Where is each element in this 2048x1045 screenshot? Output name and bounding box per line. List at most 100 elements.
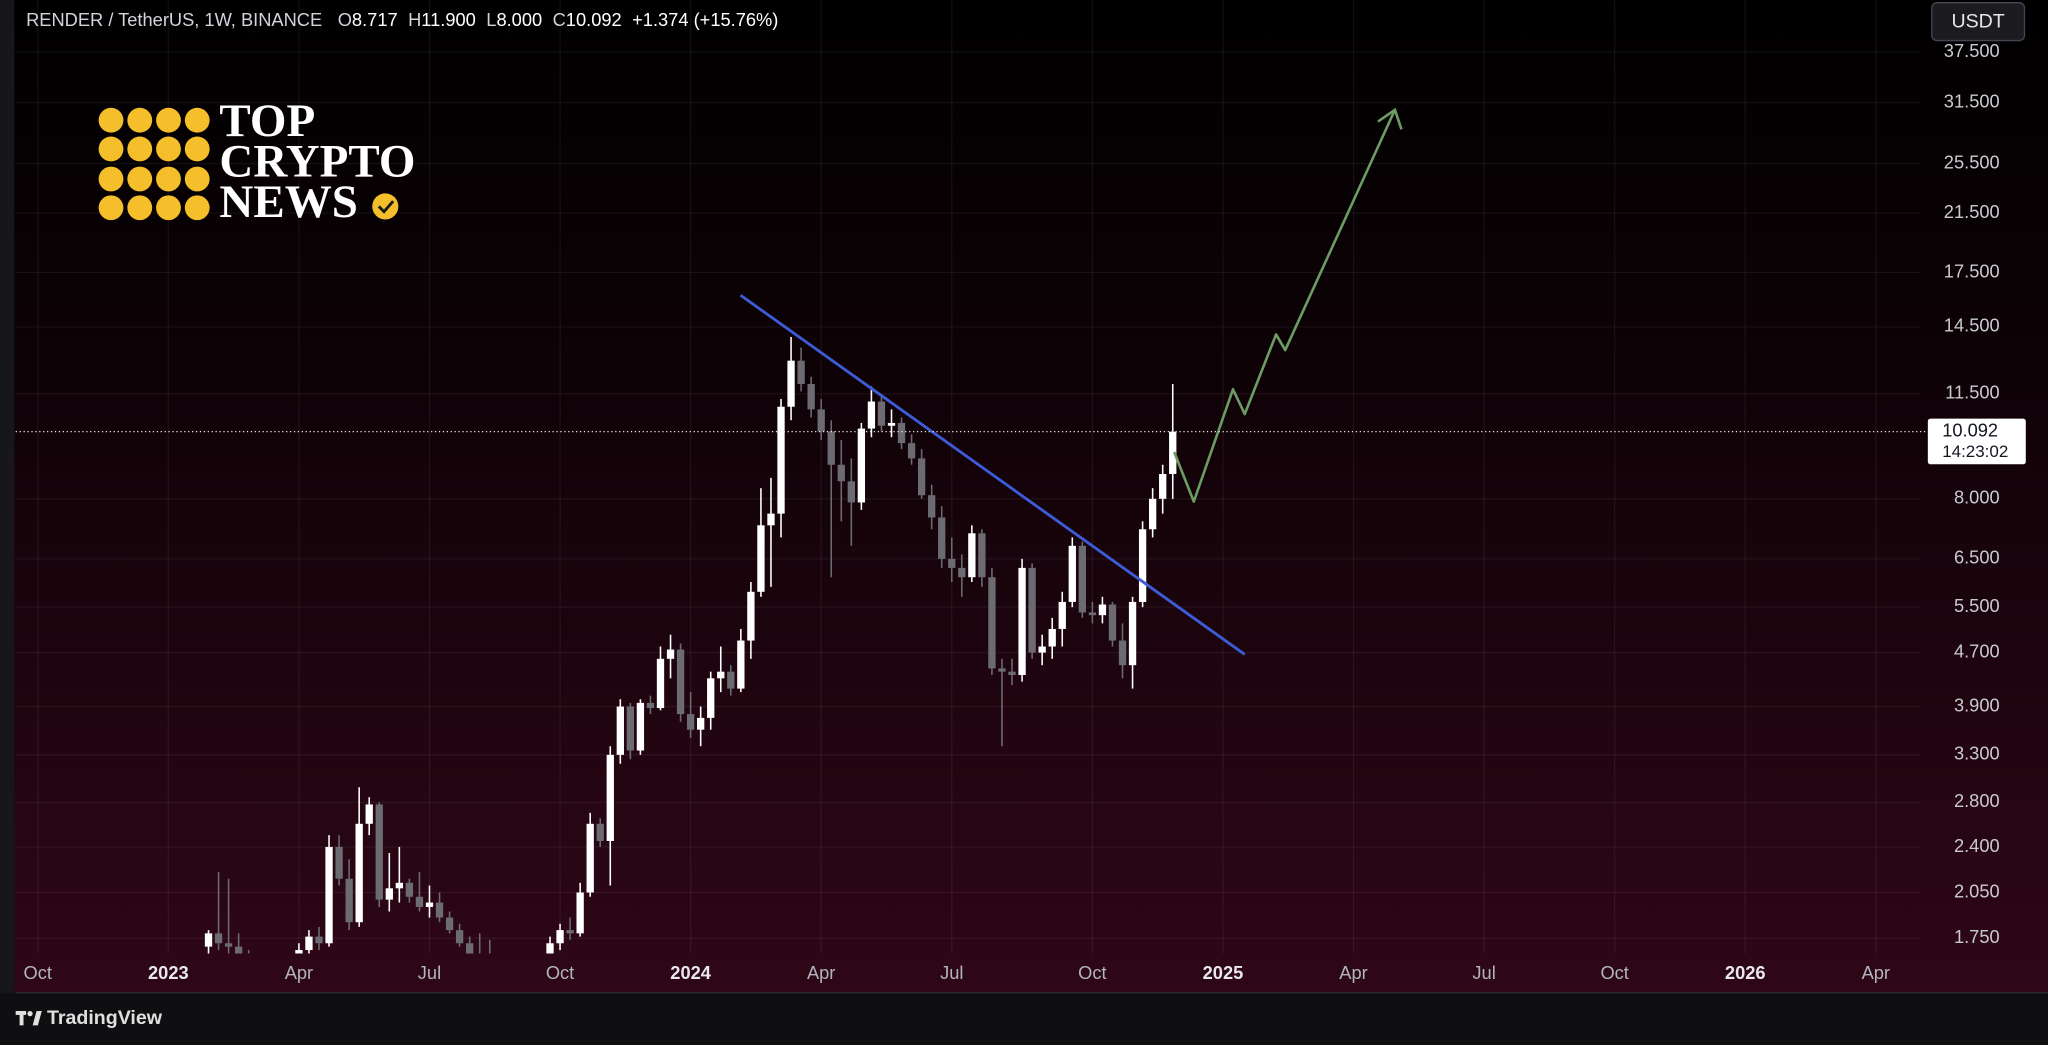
currency-label[interactable]: USDT <box>1951 10 2004 32</box>
candle-body <box>707 678 715 718</box>
candle-body <box>375 804 383 900</box>
candle-body <box>1148 498 1157 530</box>
candle-body <box>596 823 604 841</box>
ohlc-value: 8.000 <box>496 9 542 30</box>
candle-body <box>877 401 886 426</box>
y-tick-label: 37.500 <box>1944 40 2000 61</box>
candle-body <box>1169 431 1177 474</box>
candle-body <box>315 936 323 944</box>
candle-body <box>606 754 614 841</box>
ohlc-header: RENDER / TetherUS, 1W, BINANCE O8.717 H11… <box>26 9 778 30</box>
candle-body <box>938 517 946 559</box>
x-tick-label: 2025 <box>1203 962 1244 983</box>
candles <box>204 337 1177 954</box>
candle-body <box>1018 567 1026 675</box>
countdown-label: 14:23:02 <box>1942 442 2008 461</box>
candle-body <box>978 533 986 578</box>
grid <box>15 0 1920 954</box>
tradingview-logo <box>15 1010 42 1026</box>
y-tick-label: 1.750 <box>1954 926 2000 947</box>
y-tick-label: 2.400 <box>1954 835 2000 856</box>
candle-body <box>817 409 825 432</box>
candle-body <box>1108 604 1117 641</box>
candle-body <box>998 668 1006 672</box>
candle-body <box>1068 545 1076 602</box>
ohlc-value: 11.900 <box>421 9 476 30</box>
axes: 37.500 31.500 25.500 21.500 17.500 14.500 11.5… <box>24 40 2000 983</box>
candle-body <box>837 464 845 482</box>
footer-background <box>0 992 2048 1045</box>
x-tick-label: Oct <box>1600 962 1628 983</box>
x-tick-label: Jul <box>940 962 963 983</box>
candle-body <box>697 717 705 730</box>
ohlc-value: 10.092 <box>566 9 622 30</box>
candle-body <box>867 401 876 429</box>
y-tick-label: 2.800 <box>1954 790 2000 811</box>
y-tick-label: 4.700 <box>1954 640 2000 661</box>
x-tick-label: 2026 <box>1725 962 1766 983</box>
candle-body <box>556 930 564 944</box>
left-border <box>0 0 15 993</box>
x-tick-label: 2023 <box>148 962 189 983</box>
x-tick-label: 2024 <box>670 962 711 983</box>
candle-body <box>1118 640 1127 666</box>
ohlc-value: 8.717 <box>352 9 398 30</box>
candle-body <box>355 823 363 923</box>
last-price-box <box>1927 418 2026 465</box>
candle-body <box>1098 604 1107 616</box>
candle-body <box>445 917 454 931</box>
x-tick-label: Apr <box>807 962 835 983</box>
candle-body <box>757 525 765 592</box>
last-price-label: 10.092 <box>1942 419 1998 440</box>
candle-body <box>1008 671 1016 675</box>
candle-body <box>777 406 785 514</box>
candle-body <box>907 443 916 459</box>
candle-body <box>546 943 554 954</box>
candle-body <box>1128 601 1137 666</box>
y-tick-label: 31.500 <box>1944 90 2000 111</box>
candle-body <box>676 649 685 715</box>
logo-dots <box>98 107 210 221</box>
candle-body <box>968 533 976 578</box>
candle-body <box>204 933 213 947</box>
y-tick-label: 21.500 <box>1944 201 2000 222</box>
candle-body <box>666 649 675 659</box>
y-tick-label: 14.500 <box>1944 315 2000 336</box>
candle-body <box>425 902 434 907</box>
currency-button[interactable]: USDT <box>1931 2 2026 42</box>
candle-body <box>345 878 353 923</box>
candle-body <box>948 558 956 568</box>
candle-body <box>917 458 926 496</box>
y-tick-label: 6.500 <box>1954 547 2000 568</box>
x-tick-label: Apr <box>1862 962 1890 983</box>
candle-body <box>435 902 444 918</box>
candle-body <box>1048 628 1056 647</box>
symbol: RENDER / TetherUS, 1W, BINANCE <box>26 9 322 30</box>
ohlc-key: H <box>408 9 421 30</box>
y-tick-label: 3.300 <box>1954 743 2000 764</box>
y-tick-label: 3.900 <box>1954 694 2000 715</box>
projection-arrowhead <box>1377 107 1403 130</box>
y-tick-label: 8.000 <box>1954 487 2000 508</box>
candle-body <box>827 431 835 465</box>
candle-body <box>335 846 343 879</box>
x-tick-label: Jul <box>418 962 441 983</box>
x-tick-label: Oct <box>24 962 52 983</box>
candle-body <box>476 953 484 954</box>
y-tick-label: 25.500 <box>1944 151 2000 172</box>
projection-path <box>1172 109 1397 503</box>
candle-body <box>636 702 645 751</box>
trend-line <box>739 294 1246 656</box>
currency-button-frame[interactable] <box>1931 2 2026 42</box>
candle-body <box>616 706 624 755</box>
price-overlay: 10.092 14:23:02 <box>15 418 2026 465</box>
candle-body <box>656 658 665 709</box>
ohlc-key: L <box>486 9 496 30</box>
candle-body <box>787 360 795 407</box>
y-tick-label: 11.500 <box>1945 382 2000 403</box>
logo-line: NEWS <box>219 176 357 228</box>
candle-body <box>385 888 393 900</box>
candle-body <box>1058 601 1066 629</box>
candle-body <box>325 846 333 944</box>
